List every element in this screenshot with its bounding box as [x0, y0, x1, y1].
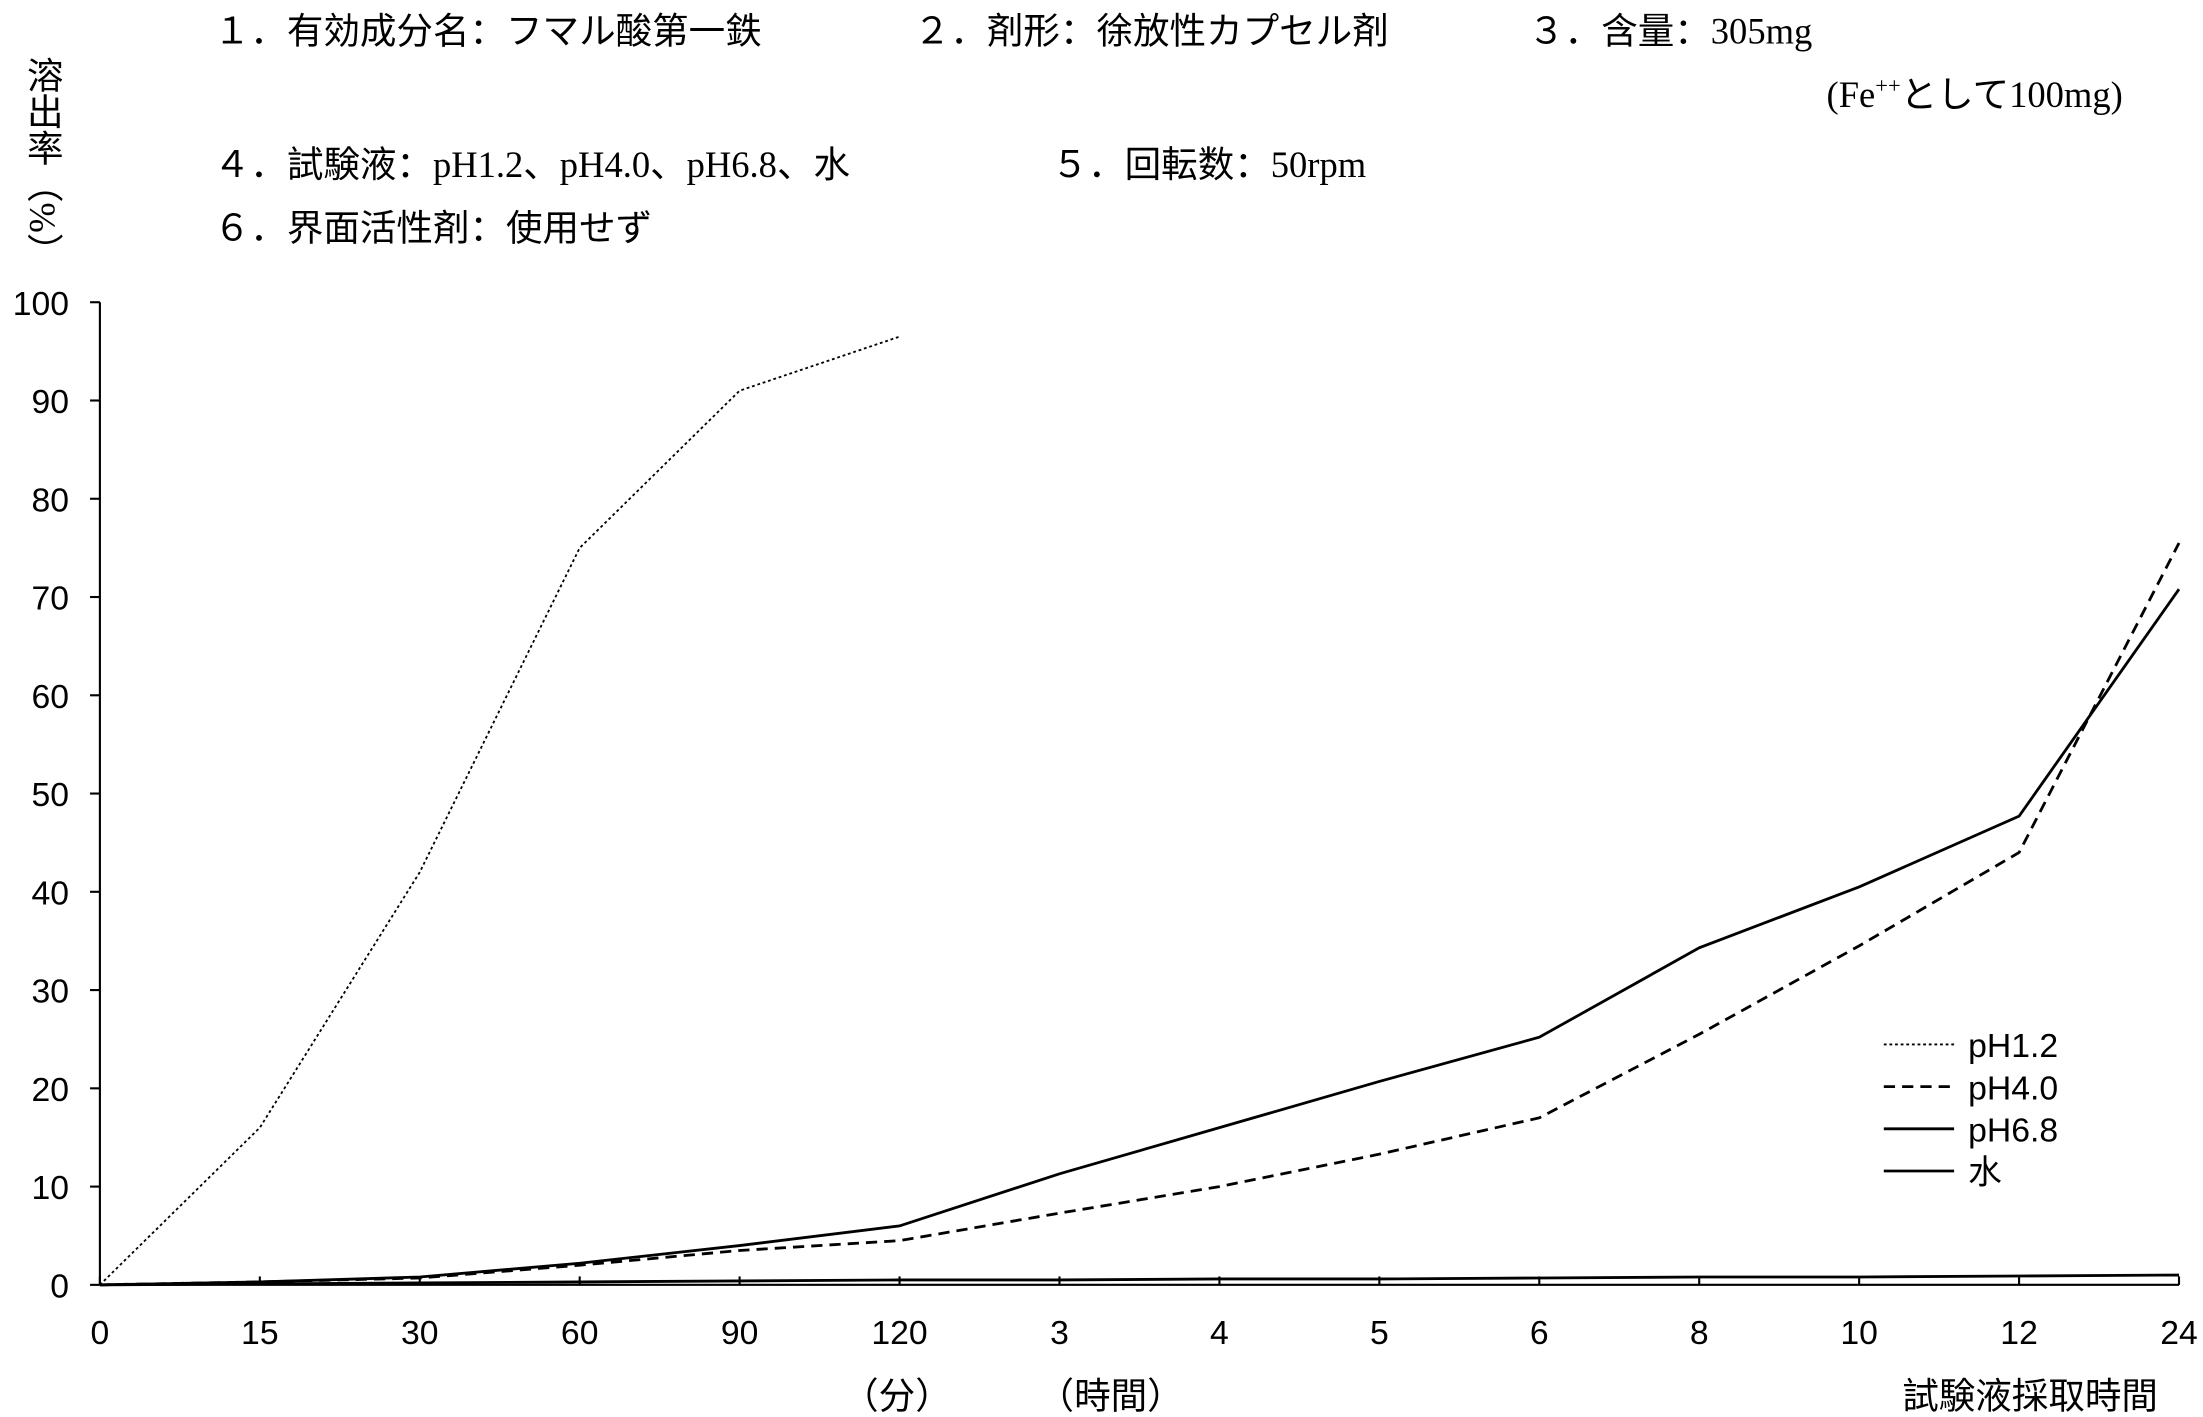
x-tick-label: 6: [1530, 1314, 1549, 1352]
x-tick-label: 90: [721, 1314, 759, 1352]
legend-label: pH1.2: [1968, 1027, 2058, 1065]
header-item: ６．界面活性剤：使用せず: [214, 207, 652, 248]
unit-label: （時間）: [1038, 1376, 1184, 1417]
header-note: (Fe++として100mg): [1827, 73, 2123, 115]
x-tick-label: 60: [561, 1314, 599, 1352]
x-tick-label: 30: [401, 1314, 439, 1352]
legend-label: pH4.0: [1968, 1069, 2058, 1107]
x-tick-label: 5: [1370, 1314, 1389, 1352]
note-part: (Fe: [1827, 74, 1876, 115]
header-item: ５．回転数：50rpm: [1052, 144, 1367, 185]
x-tick-label: 4: [1210, 1314, 1229, 1352]
y-tick-label: 100: [13, 285, 69, 323]
y-tick-label: 70: [31, 580, 69, 618]
y-tick-label: 90: [31, 383, 69, 421]
unit-label: （分）: [842, 1376, 952, 1417]
series-line: [99, 588, 2181, 1287]
legend-label: pH6.8: [1968, 1111, 2058, 1149]
y-tick-label: 20: [31, 1071, 69, 1109]
x-tick-label: 120: [871, 1314, 927, 1352]
y-tick-label: 30: [31, 973, 69, 1011]
y-tick-label: 50: [31, 776, 69, 814]
x-axis-label: 試験液採取時間: [1902, 1376, 2158, 1417]
header-item: ３．含量：305mg: [1528, 11, 1812, 52]
y-tick-label: 40: [31, 874, 69, 912]
y-tick-label: 80: [31, 481, 69, 519]
x-tick-label: 15: [241, 1314, 279, 1352]
y-tick-label: 60: [31, 678, 69, 716]
series-line: [99, 1273, 2180, 1287]
x-tick-label: 0: [91, 1314, 110, 1352]
y-axis-label: 溶出率（%）: [22, 56, 63, 269]
series-line: [99, 542, 2181, 1287]
series-line: [99, 335, 900, 1286]
x-tick-label: 12: [2000, 1314, 2038, 1352]
y-tick-label: 10: [31, 1169, 69, 1207]
header-item: ２．剤形：徐放性カプセル剤: [914, 11, 1389, 52]
legend-label: 水: [1968, 1154, 2002, 1192]
header-item: １．有効成分名：フマル酸第一鉄: [214, 11, 762, 52]
x-tick-label: 10: [1840, 1314, 1878, 1352]
x-tick-label: 3: [1050, 1314, 1069, 1352]
header-item: ４．試験液：pH1.2、pH4.0、pH6.8、水: [214, 144, 850, 185]
note-part: として100mg): [1901, 74, 2123, 115]
x-tick-label: 24: [2160, 1314, 2198, 1352]
x-tick-label: 8: [1690, 1314, 1709, 1352]
note-part: ++: [1875, 73, 1900, 98]
y-tick-label: 0: [50, 1268, 69, 1306]
